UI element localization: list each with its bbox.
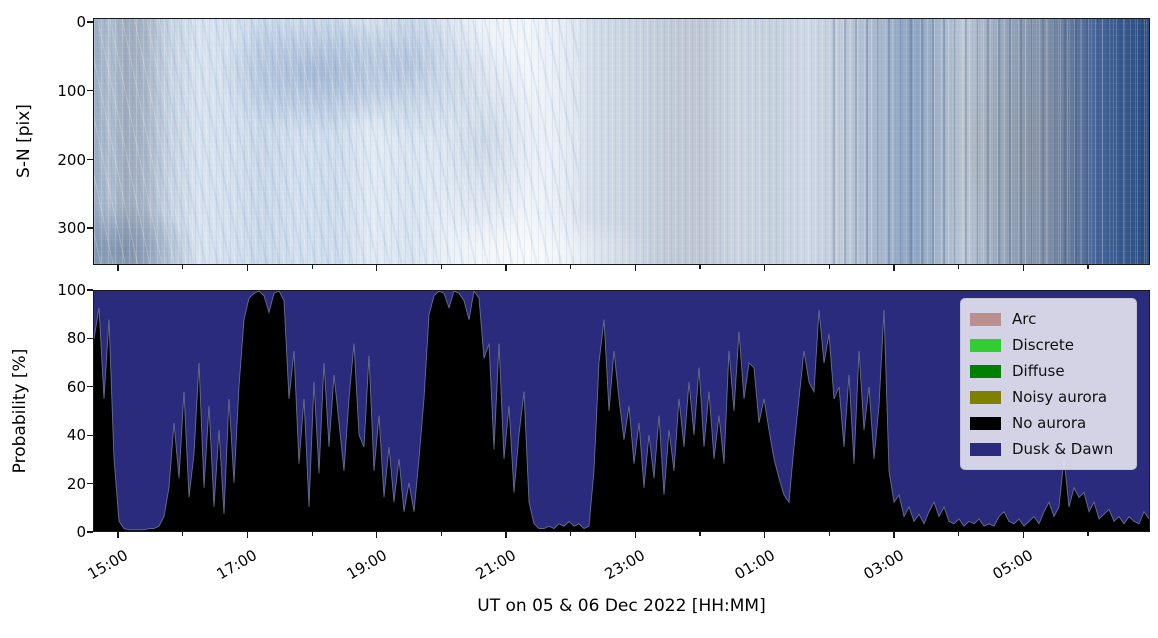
probability-x-major-tick xyxy=(764,532,766,538)
keogram-x-major-tick xyxy=(246,265,249,271)
legend-label: Noisy aurora xyxy=(1012,388,1108,406)
probability-y-tick-label: 20 xyxy=(66,474,86,493)
probability-area-chart xyxy=(94,291,1149,531)
keogram-x-major-tick xyxy=(117,265,119,271)
keogram-y-tick-label: 300 xyxy=(57,219,86,238)
probability-x-minor-tick xyxy=(182,532,184,536)
probability-x-major-tick xyxy=(893,532,895,538)
probability-x-minor-tick xyxy=(570,532,572,536)
keogram-y-tick xyxy=(87,158,93,161)
legend-swatch-dusk-dawn xyxy=(970,442,1001,456)
probability-x-minor-tick xyxy=(699,532,701,536)
keogram-x-minor-tick xyxy=(958,265,960,269)
probability-x-minor-tick xyxy=(958,532,960,536)
probability-x-minor-tick xyxy=(440,532,442,536)
probability-y-tick-label: 40 xyxy=(66,426,86,445)
probability-y-tick xyxy=(87,386,93,388)
probability-y-tick xyxy=(87,434,93,436)
keogram-vertical-streaks xyxy=(94,19,1149,264)
probability-y-tick xyxy=(87,337,93,340)
probability-x-major-tick xyxy=(634,532,637,538)
probability-x-minor-tick xyxy=(828,532,830,536)
legend-label: Diffuse xyxy=(1012,362,1065,380)
keogram-x-minor-tick xyxy=(311,265,313,269)
keogram-x-minor-tick xyxy=(699,265,701,269)
legend-label: Dusk & Dawn xyxy=(1012,440,1114,458)
probability-y-tick xyxy=(87,289,93,291)
keogram-x-major-tick xyxy=(1022,265,1025,271)
keogram-y-tick xyxy=(87,89,93,92)
x-tick-label: 23:00 xyxy=(601,546,649,584)
probability-x-minor-tick xyxy=(311,532,313,536)
legend-row: Discrete xyxy=(970,332,1126,358)
probability-x-major-tick xyxy=(1022,532,1025,538)
legend-row: No aurora xyxy=(970,410,1126,436)
keogram-x-major-tick xyxy=(376,265,378,271)
legend-row: Arc xyxy=(970,306,1126,332)
keogram-y-tick-label: 0 xyxy=(76,12,86,31)
keogram-y-tick xyxy=(87,21,93,23)
x-axis-label: UT on 05 & 06 Dec 2022 [HH:MM] xyxy=(477,596,766,616)
keogram-x-minor-tick xyxy=(828,265,830,269)
keogram-x-minor-tick xyxy=(1087,265,1089,269)
x-tick-label: 17:00 xyxy=(213,546,261,584)
legend-label: Discrete xyxy=(1012,336,1074,354)
x-tick-label: 15:00 xyxy=(84,546,132,584)
keogram-right-streaks xyxy=(832,19,1149,264)
keogram-y-tick xyxy=(87,227,93,229)
legend-label: No aurora xyxy=(1012,414,1087,432)
keogram-x-major-tick xyxy=(764,265,766,271)
x-tick-label: 03:00 xyxy=(860,546,907,584)
probability-x-major-tick xyxy=(505,532,507,538)
legend-swatch-arc xyxy=(970,312,1001,326)
probability-y-tick xyxy=(87,531,93,533)
legend-label: Arc xyxy=(1012,310,1037,328)
probability-x-major-tick xyxy=(376,532,378,538)
keogram-panel xyxy=(93,18,1150,265)
probability-y-axis-label: Probability [%] xyxy=(10,348,30,474)
legend-row: Noisy aurora xyxy=(970,384,1126,410)
probability-y-tick-label: 100 xyxy=(57,281,86,299)
keogram-y-tick-label: 200 xyxy=(57,150,86,169)
keogram-diagonal-streaks xyxy=(94,19,580,264)
legend: Arc Discrete Diffuse Noisy aurora No aurora D… xyxy=(960,298,1137,470)
x-tick-label: 21:00 xyxy=(472,546,519,584)
legend-swatch-noisy-aurora xyxy=(970,390,1001,404)
keogram-x-minor-tick xyxy=(570,265,572,269)
legend-row: Dusk & Dawn xyxy=(970,436,1126,462)
keogram-x-major-tick xyxy=(893,265,895,271)
probability-x-major-tick xyxy=(246,532,249,538)
x-tick-label: 01:00 xyxy=(731,546,778,584)
x-tick-label: 19:00 xyxy=(343,546,390,584)
keogram-x-minor-tick xyxy=(182,265,184,269)
x-tick-label: 05:00 xyxy=(989,546,1037,584)
probability-y-tick xyxy=(87,482,93,485)
probability-x-major-tick xyxy=(117,532,119,538)
keogram-y-tick-label: 100 xyxy=(57,81,86,100)
keogram-y-axis-label: S-N [pix] xyxy=(14,104,34,178)
keogram-patches-overlay xyxy=(94,19,1149,264)
legend-swatch-no-aurora xyxy=(970,416,1001,430)
probability-y-tick-label: 80 xyxy=(66,329,86,348)
probability-panel: Arc Discrete Diffuse Noisy aurora No aurora D… xyxy=(93,290,1150,532)
keogram-x-minor-tick xyxy=(440,265,442,269)
legend-swatch-discrete xyxy=(970,338,1001,352)
probability-y-tick-label: 0 xyxy=(76,523,86,541)
probability-x-minor-tick xyxy=(1087,532,1089,536)
keogram-x-major-tick xyxy=(634,265,637,271)
legend-row: Diffuse xyxy=(970,358,1126,384)
keogram-x-major-tick xyxy=(505,265,507,271)
probability-y-tick-label: 60 xyxy=(66,377,86,396)
legend-swatch-diffuse xyxy=(970,364,1001,378)
